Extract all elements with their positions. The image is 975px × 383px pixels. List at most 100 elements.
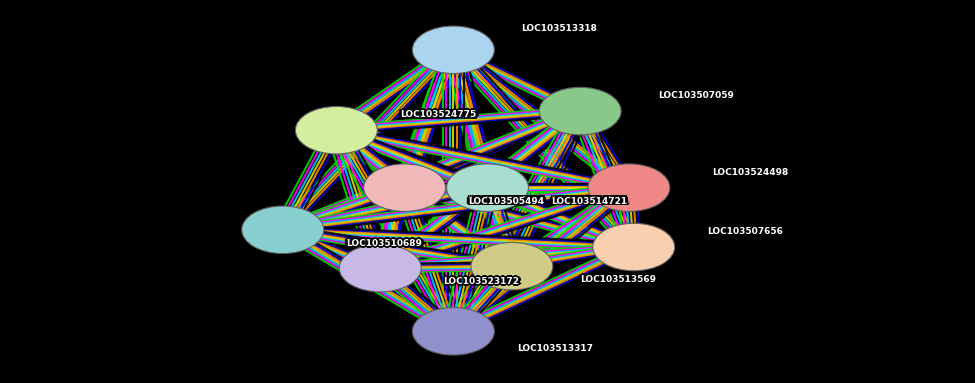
Text: LOC103524498: LOC103524498 [710,169,786,178]
Text: LOC103513317: LOC103513317 [514,344,590,353]
Text: LOC103524775: LOC103524775 [398,111,474,121]
Text: LOC103513317: LOC103513317 [517,342,593,351]
Text: LOC103505494: LOC103505494 [466,198,542,207]
Text: LOC103514721: LOC103514721 [551,195,627,204]
Text: LOC103523172: LOC103523172 [441,277,517,286]
Ellipse shape [593,223,675,271]
Text: LOC103507656: LOC103507656 [707,229,783,238]
Text: LOC103513569: LOC103513569 [580,275,656,284]
Text: LOC103505494: LOC103505494 [470,195,546,205]
Text: LOC103513318: LOC103513318 [520,23,596,32]
Text: LOC103523172: LOC103523172 [444,279,520,288]
Text: LOC103507656: LOC103507656 [705,228,781,237]
Text: LOC103507656: LOC103507656 [709,226,785,235]
Ellipse shape [242,206,324,254]
Text: LOC103505494: LOC103505494 [465,196,541,206]
Text: LOC103507059: LOC103507059 [656,90,732,99]
Text: LOC103507656: LOC103507656 [704,227,780,236]
Text: LOC103513318: LOC103513318 [525,24,601,33]
Text: LOC103513318: LOC103513318 [520,25,596,34]
Text: LOC103513318: LOC103513318 [522,22,598,31]
Text: LOC103524498: LOC103524498 [709,168,785,177]
Text: LOC103513317: LOC103513317 [519,345,595,354]
Text: LOC103513317: LOC103513317 [517,344,593,353]
Text: LOC103507059: LOC103507059 [655,91,731,100]
Text: LOC103514721: LOC103514721 [554,196,630,206]
Ellipse shape [412,26,494,74]
Text: LOC103513318: LOC103513318 [522,26,598,35]
Text: LOC103507656: LOC103507656 [710,227,786,236]
Text: LOC103523172: LOC103523172 [447,277,523,286]
Text: LOC103505494: LOC103505494 [466,195,542,205]
Ellipse shape [364,164,446,211]
Text: LOC103513569: LOC103513569 [578,276,654,285]
Text: LOC103524775: LOC103524775 [400,110,476,119]
Text: LOC103523172: LOC103523172 [446,278,522,287]
Ellipse shape [412,308,494,355]
Text: LOC103513317: LOC103513317 [519,343,595,352]
Text: LOC103514721: LOC103514721 [549,198,625,207]
Text: LOC103524498: LOC103524498 [712,170,788,179]
Text: LOC103513569: LOC103513569 [580,277,656,286]
Text: LOC103513318: LOC103513318 [519,24,595,33]
Text: LOC103507656: LOC103507656 [709,228,785,237]
Text: LOC103510689: LOC103510689 [346,237,422,246]
Ellipse shape [447,164,528,211]
Text: LOC103507059: LOC103507059 [656,92,732,101]
Text: LOC103523172: LOC103523172 [446,276,522,285]
Text: LOC103524498: LOC103524498 [712,168,788,177]
Ellipse shape [295,106,377,154]
Text: LOC103510689: LOC103510689 [348,240,424,249]
Text: LOC103524498: LOC103524498 [712,166,788,175]
Text: LOC103507059: LOC103507059 [658,91,734,100]
Text: LOC103514721: LOC103514721 [553,195,629,205]
Text: LOC103513317: LOC103513317 [517,346,593,355]
Text: LOC103505494: LOC103505494 [468,198,544,208]
Text: LOC103523172: LOC103523172 [442,276,518,285]
Text: LOC103514721: LOC103514721 [551,196,627,206]
Text: LOC103524775: LOC103524775 [398,109,474,118]
Text: LOC103505494: LOC103505494 [470,198,546,207]
Text: LOC103524498: LOC103524498 [715,168,791,177]
Text: LOC103505494: LOC103505494 [468,196,544,206]
Text: LOC103513569: LOC103513569 [580,273,656,282]
Text: LOC103513317: LOC103513317 [520,344,596,353]
Text: LOC103513318: LOC103513318 [522,24,598,33]
Text: LOC103524775: LOC103524775 [402,109,478,118]
Ellipse shape [539,87,621,135]
Text: LOC103524498: LOC103524498 [714,167,790,176]
Text: LOC103510689: LOC103510689 [349,239,425,248]
Text: LOC103513318: LOC103513318 [524,23,600,32]
Text: LOC103510689: LOC103510689 [344,237,420,247]
Text: LOC103505494: LOC103505494 [468,195,544,204]
Text: LOC103513569: LOC103513569 [582,274,658,283]
Text: LOC103523172: LOC103523172 [444,275,520,284]
Text: LOC103514721: LOC103514721 [549,195,625,205]
Text: LOC103507656: LOC103507656 [705,226,781,235]
Text: LOC103507059: LOC103507059 [660,90,736,99]
Text: LOC103510689: LOC103510689 [346,241,422,250]
Text: LOC103507656: LOC103507656 [707,227,783,236]
Text: LOC103510689: LOC103510689 [344,240,420,249]
Text: LOC103514721: LOC103514721 [551,198,627,208]
Text: LOC103524775: LOC103524775 [400,108,476,118]
Text: LOC103524775: LOC103524775 [400,112,476,121]
Text: LOC103513569: LOC103513569 [578,274,654,283]
Text: LOC103524775: LOC103524775 [402,111,478,121]
Text: LOC103524498: LOC103524498 [714,169,790,178]
Text: LOC103507059: LOC103507059 [661,91,737,100]
Text: LOC103507059: LOC103507059 [658,93,734,102]
Text: LOC103523172: LOC103523172 [444,277,520,286]
Text: LOC103513569: LOC103513569 [582,276,658,285]
Text: LOC103510689: LOC103510689 [348,237,424,247]
Text: LOC103505494: LOC103505494 [471,196,547,206]
Text: LOC103524775: LOC103524775 [403,110,479,119]
Text: LOC103513317: LOC103513317 [515,345,591,354]
Text: LOC103507656: LOC103507656 [707,225,783,234]
Ellipse shape [339,244,421,292]
Text: LOC103513569: LOC103513569 [583,275,659,284]
Text: LOC103524775: LOC103524775 [397,110,473,119]
Ellipse shape [471,242,553,290]
Text: LOC103510689: LOC103510689 [346,239,422,248]
Text: LOC103513569: LOC103513569 [577,275,653,284]
